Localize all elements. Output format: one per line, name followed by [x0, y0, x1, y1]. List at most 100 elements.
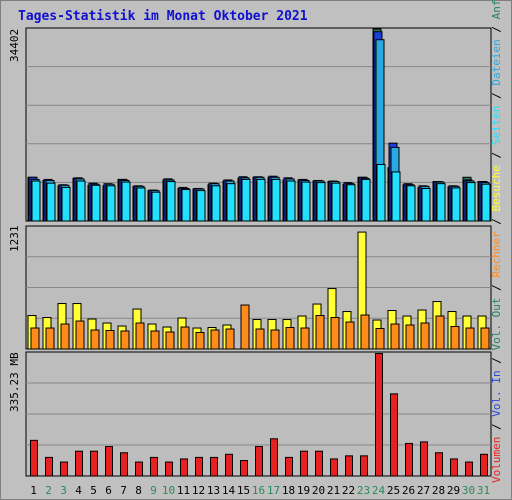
volume-bar	[480, 453, 488, 477]
volume-bar	[180, 458, 188, 477]
day-label: 29	[447, 484, 460, 497]
volume-bar	[30, 439, 38, 477]
computers-bar	[30, 327, 40, 350]
pages-bar	[226, 183, 236, 222]
pages-bar	[316, 182, 326, 222]
pages-bar	[91, 184, 101, 222]
pages-bar	[451, 187, 461, 222]
computers-bar	[225, 328, 235, 350]
volume-bar	[315, 450, 323, 477]
day-label: 9	[150, 484, 157, 497]
pages-bar	[106, 185, 116, 222]
day-label: 31	[477, 484, 490, 497]
pages-bar	[61, 186, 71, 222]
computers-bar	[420, 322, 430, 350]
volume-bar	[420, 441, 428, 477]
volume-bar	[45, 456, 53, 477]
computers-bar	[345, 321, 355, 350]
computers-bar	[435, 315, 445, 350]
computers-bar	[465, 327, 475, 350]
volume-bar	[165, 461, 173, 477]
day-label: 7	[120, 484, 127, 497]
pages-bar	[376, 163, 386, 222]
pages-bar	[406, 185, 416, 222]
computers-bar	[390, 323, 400, 350]
computers-bar	[60, 323, 70, 350]
volume-bar	[360, 455, 368, 477]
pages-bar	[31, 180, 41, 222]
volume-bar	[330, 458, 338, 477]
day-label: 16	[252, 484, 265, 497]
volume-bar	[345, 455, 353, 477]
chart-title: Tages-Statistik im Monat Oktober 2021	[18, 9, 308, 24]
day-label: 17	[267, 484, 280, 497]
pages-bar	[151, 191, 161, 222]
day-label: 20	[312, 484, 325, 497]
pages-bar	[286, 180, 296, 222]
legend-entry: /	[490, 19, 503, 39]
computers-bar	[150, 330, 160, 350]
pages-bar	[301, 181, 311, 222]
day-label: 27	[417, 484, 430, 497]
day-label: 14	[222, 484, 236, 497]
legend-entry: Seiten	[490, 105, 503, 145]
day-label: 18	[282, 484, 295, 497]
legend-entry: /	[490, 86, 503, 106]
day-label: 10	[162, 484, 175, 497]
volume-bar	[240, 460, 248, 477]
day-label: 19	[297, 484, 310, 497]
pages-bar	[76, 180, 86, 222]
volume-bar	[405, 442, 413, 477]
volume-bar	[285, 456, 293, 477]
pages-bar	[466, 182, 476, 222]
day-label: 21	[327, 484, 340, 497]
grid-lines	[26, 66, 491, 446]
bottom-max-label: 335.23 MB	[8, 352, 21, 412]
volume-bar	[390, 393, 398, 477]
pages-bar	[331, 182, 341, 222]
pages-bar	[256, 178, 266, 222]
computers-bar	[450, 326, 460, 350]
volume-bar	[225, 453, 233, 477]
volume-bar	[90, 450, 98, 477]
volume-bar	[450, 458, 458, 477]
pages-bar	[481, 183, 491, 222]
volume-bar	[195, 456, 203, 477]
computers-bar	[405, 324, 415, 350]
computers-bar	[270, 329, 280, 350]
computers-bar	[90, 329, 100, 350]
computers-bar	[45, 327, 55, 350]
day-label: 5	[90, 484, 97, 497]
computers-bar	[315, 315, 325, 350]
computers-bar	[210, 329, 220, 350]
day-label: 12	[192, 484, 205, 497]
volume-bar	[255, 446, 263, 477]
legend-entry: /	[490, 351, 503, 371]
computers-bar	[330, 317, 340, 350]
volume-bar	[135, 461, 143, 477]
pages-bar	[436, 183, 446, 222]
day-label: 22	[342, 484, 355, 497]
pages-bar	[46, 182, 56, 222]
day-label: 8	[135, 484, 142, 497]
day-label: 3	[60, 484, 67, 497]
pages-bar	[361, 178, 371, 222]
legend-entry: Volumen	[490, 437, 503, 483]
day-label: 28	[432, 484, 445, 497]
volume-bar	[60, 461, 68, 477]
legend-entry: Dateien	[490, 39, 503, 85]
day-label: 25	[387, 484, 400, 497]
computers-bar	[165, 331, 175, 350]
computers-bar	[105, 330, 115, 350]
legend-entry: Anfragen	[490, 0, 503, 19]
legend-entry: Vol. Out	[490, 298, 503, 351]
day-labels: 1 2 3 4 5 6 7 8 9 10 11 12 13 14 15 16 17 18 19 20 21 22 23 24 2…	[30, 484, 490, 497]
volume-bar	[150, 456, 158, 477]
computers-bar	[120, 330, 130, 350]
pages-bar	[241, 178, 251, 222]
legend-entry: Rechner	[490, 231, 503, 278]
pages-bar	[121, 181, 131, 222]
volume-bar	[465, 461, 473, 477]
pages-bar	[271, 178, 281, 222]
